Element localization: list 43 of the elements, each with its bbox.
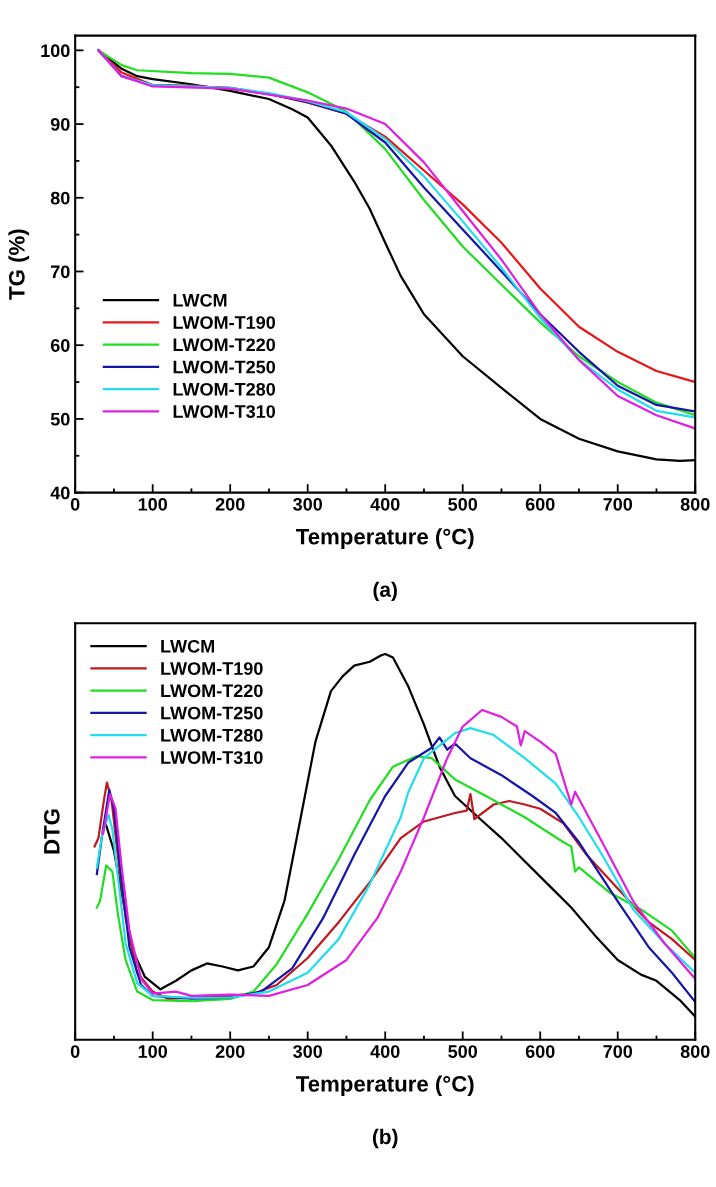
x-axis-title: Temperature (°C) <box>296 1075 474 1097</box>
x-tick-label: 300 <box>293 1045 323 1058</box>
x-tick-label: 500 <box>448 1045 478 1058</box>
legend-label: LWOM-T280 <box>161 728 263 742</box>
x-tick-label: 400 <box>370 497 400 511</box>
legend-label: LWOM-T310 <box>173 405 276 418</box>
y-axis-title: TG (%) <box>8 229 30 300</box>
x-tick-label: 400 <box>370 1045 400 1058</box>
x-tick-label: 0 <box>70 1045 80 1058</box>
x-tick-label: 100 <box>138 497 168 511</box>
x-tick-label: 800 <box>680 1045 710 1058</box>
text: (a) <box>373 581 397 602</box>
y-tick-label: 60 <box>50 339 70 352</box>
y-tick-label: 40 <box>50 486 70 500</box>
x-tick-label: 300 <box>293 497 323 511</box>
legend-label: LWOM-T280 <box>173 382 276 396</box>
legend-label: LWOM-T190 <box>161 662 263 675</box>
x-tick-label: 600 <box>525 1045 555 1058</box>
x-tick-label: 700 <box>603 497 633 511</box>
y-tick-label: 70 <box>51 265 70 279</box>
legend-label: LWOM-T190 <box>173 316 276 329</box>
x-tick-label: 500 <box>448 497 478 511</box>
legend-label: LWOM-T250 <box>173 360 276 374</box>
y-tick-label: 100 <box>41 44 70 58</box>
legend-label: LWOM-T220 <box>161 684 263 698</box>
legend-label: LWOM-T220 <box>173 338 276 352</box>
x-tick-label: 100 <box>138 1045 168 1058</box>
legend-label: LWCM <box>161 639 214 653</box>
legend-label: LWOM-T250 <box>161 706 263 720</box>
x-axis-title: Temperature (°C) <box>296 528 474 549</box>
x-tick-label: 600 <box>525 497 555 511</box>
legend-label: LWCM <box>173 293 227 307</box>
y-tick-label: 80 <box>50 191 70 205</box>
x-tick-label: 0 <box>70 497 80 511</box>
y-tick-label: 50 <box>50 412 70 426</box>
text: (b) <box>372 1128 398 1149</box>
x-tick-label: 700 <box>603 1045 633 1058</box>
x-tick-label: 800 <box>680 497 710 511</box>
x-tick-label: 200 <box>215 1045 245 1058</box>
y-axis-title: DTG <box>43 809 60 854</box>
legend-label: LWOM-T310 <box>161 751 263 764</box>
x-tick-label: 200 <box>215 497 245 511</box>
y-tick-label: 90 <box>50 118 70 131</box>
